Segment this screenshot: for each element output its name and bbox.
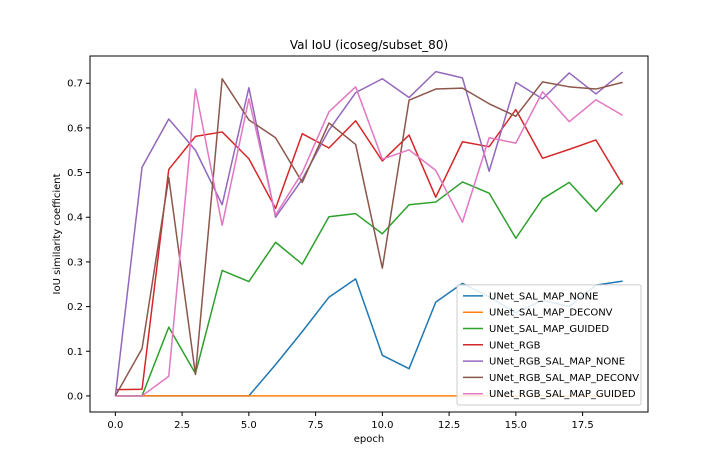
- legend-entry: UNet_RGB_SAL_MAP_DECONV: [489, 373, 639, 384]
- y-axis: 0.0 0.1 0.2 0.3 0.4 0.5 0.6 0.7: [67, 79, 90, 402]
- y-tick-label: 0.4: [67, 213, 83, 224]
- x-tick-label: 15.0: [505, 420, 527, 431]
- x-tick-label: 5.0: [241, 420, 257, 431]
- y-tick-label: 0.1: [67, 347, 83, 358]
- legend-entry: UNet_RGB_SAL_MAP_NONE: [489, 357, 625, 368]
- legend-entry: UNet_SAL_MAP_GUIDED: [489, 324, 609, 335]
- y-tick-label: 0.0: [67, 391, 83, 402]
- x-tick-label: 12.5: [438, 420, 460, 431]
- x-tick-label: 17.5: [571, 420, 593, 431]
- plot-frame: [89, 55, 649, 413]
- y-tick-label: 0.5: [67, 168, 83, 179]
- legend-entry: UNet_SAL_MAP_DECONV: [489, 308, 613, 319]
- x-tick-label: 7.5: [308, 420, 324, 431]
- x-tick-label: 2.5: [174, 420, 190, 431]
- y-tick-label: 0.3: [67, 257, 83, 268]
- x-tick-label: 0.0: [107, 420, 123, 431]
- y-tick-label: 0.6: [67, 123, 83, 134]
- series-layer: [114, 70, 624, 397]
- series-line-unet-sal-map-guided: [115, 180, 624, 397]
- legend-box: [456, 284, 642, 406]
- series-line-unet-rgb-sal-map-deconv: [114, 78, 623, 397]
- y-tick-label: 0.7: [67, 79, 83, 90]
- series-line-unet-rgb-sal-map-none: [114, 70, 624, 397]
- legend-entry: UNet_RGB: [489, 340, 541, 351]
- x-tick-label: 10.0: [371, 420, 393, 431]
- x-axis-label: epoch: [354, 434, 384, 445]
- series-line-unet-rgb-sal-map-guided: [115, 86, 624, 397]
- legend-entry: UNet_RGB_SAL_MAP_GUIDED: [489, 389, 636, 400]
- x-axis: 0.0 2.5 5.0 7.5 10.0 12.5 15.0 17.5: [107, 412, 594, 431]
- y-tick-label: 0.2: [67, 302, 83, 313]
- series-line-unet-rgb: [115, 108, 624, 391]
- legend-entry: UNet_SAL_MAP_NONE: [489, 291, 598, 302]
- legend: UNet_SAL_MAP_NONE UNet_SAL_MAP_DECONV UNet…: [456, 284, 642, 406]
- chart-title: Val IoU (icoseg/subset_80): [290, 38, 448, 52]
- y-axis-label: IoU similarity coefficient: [52, 173, 63, 294]
